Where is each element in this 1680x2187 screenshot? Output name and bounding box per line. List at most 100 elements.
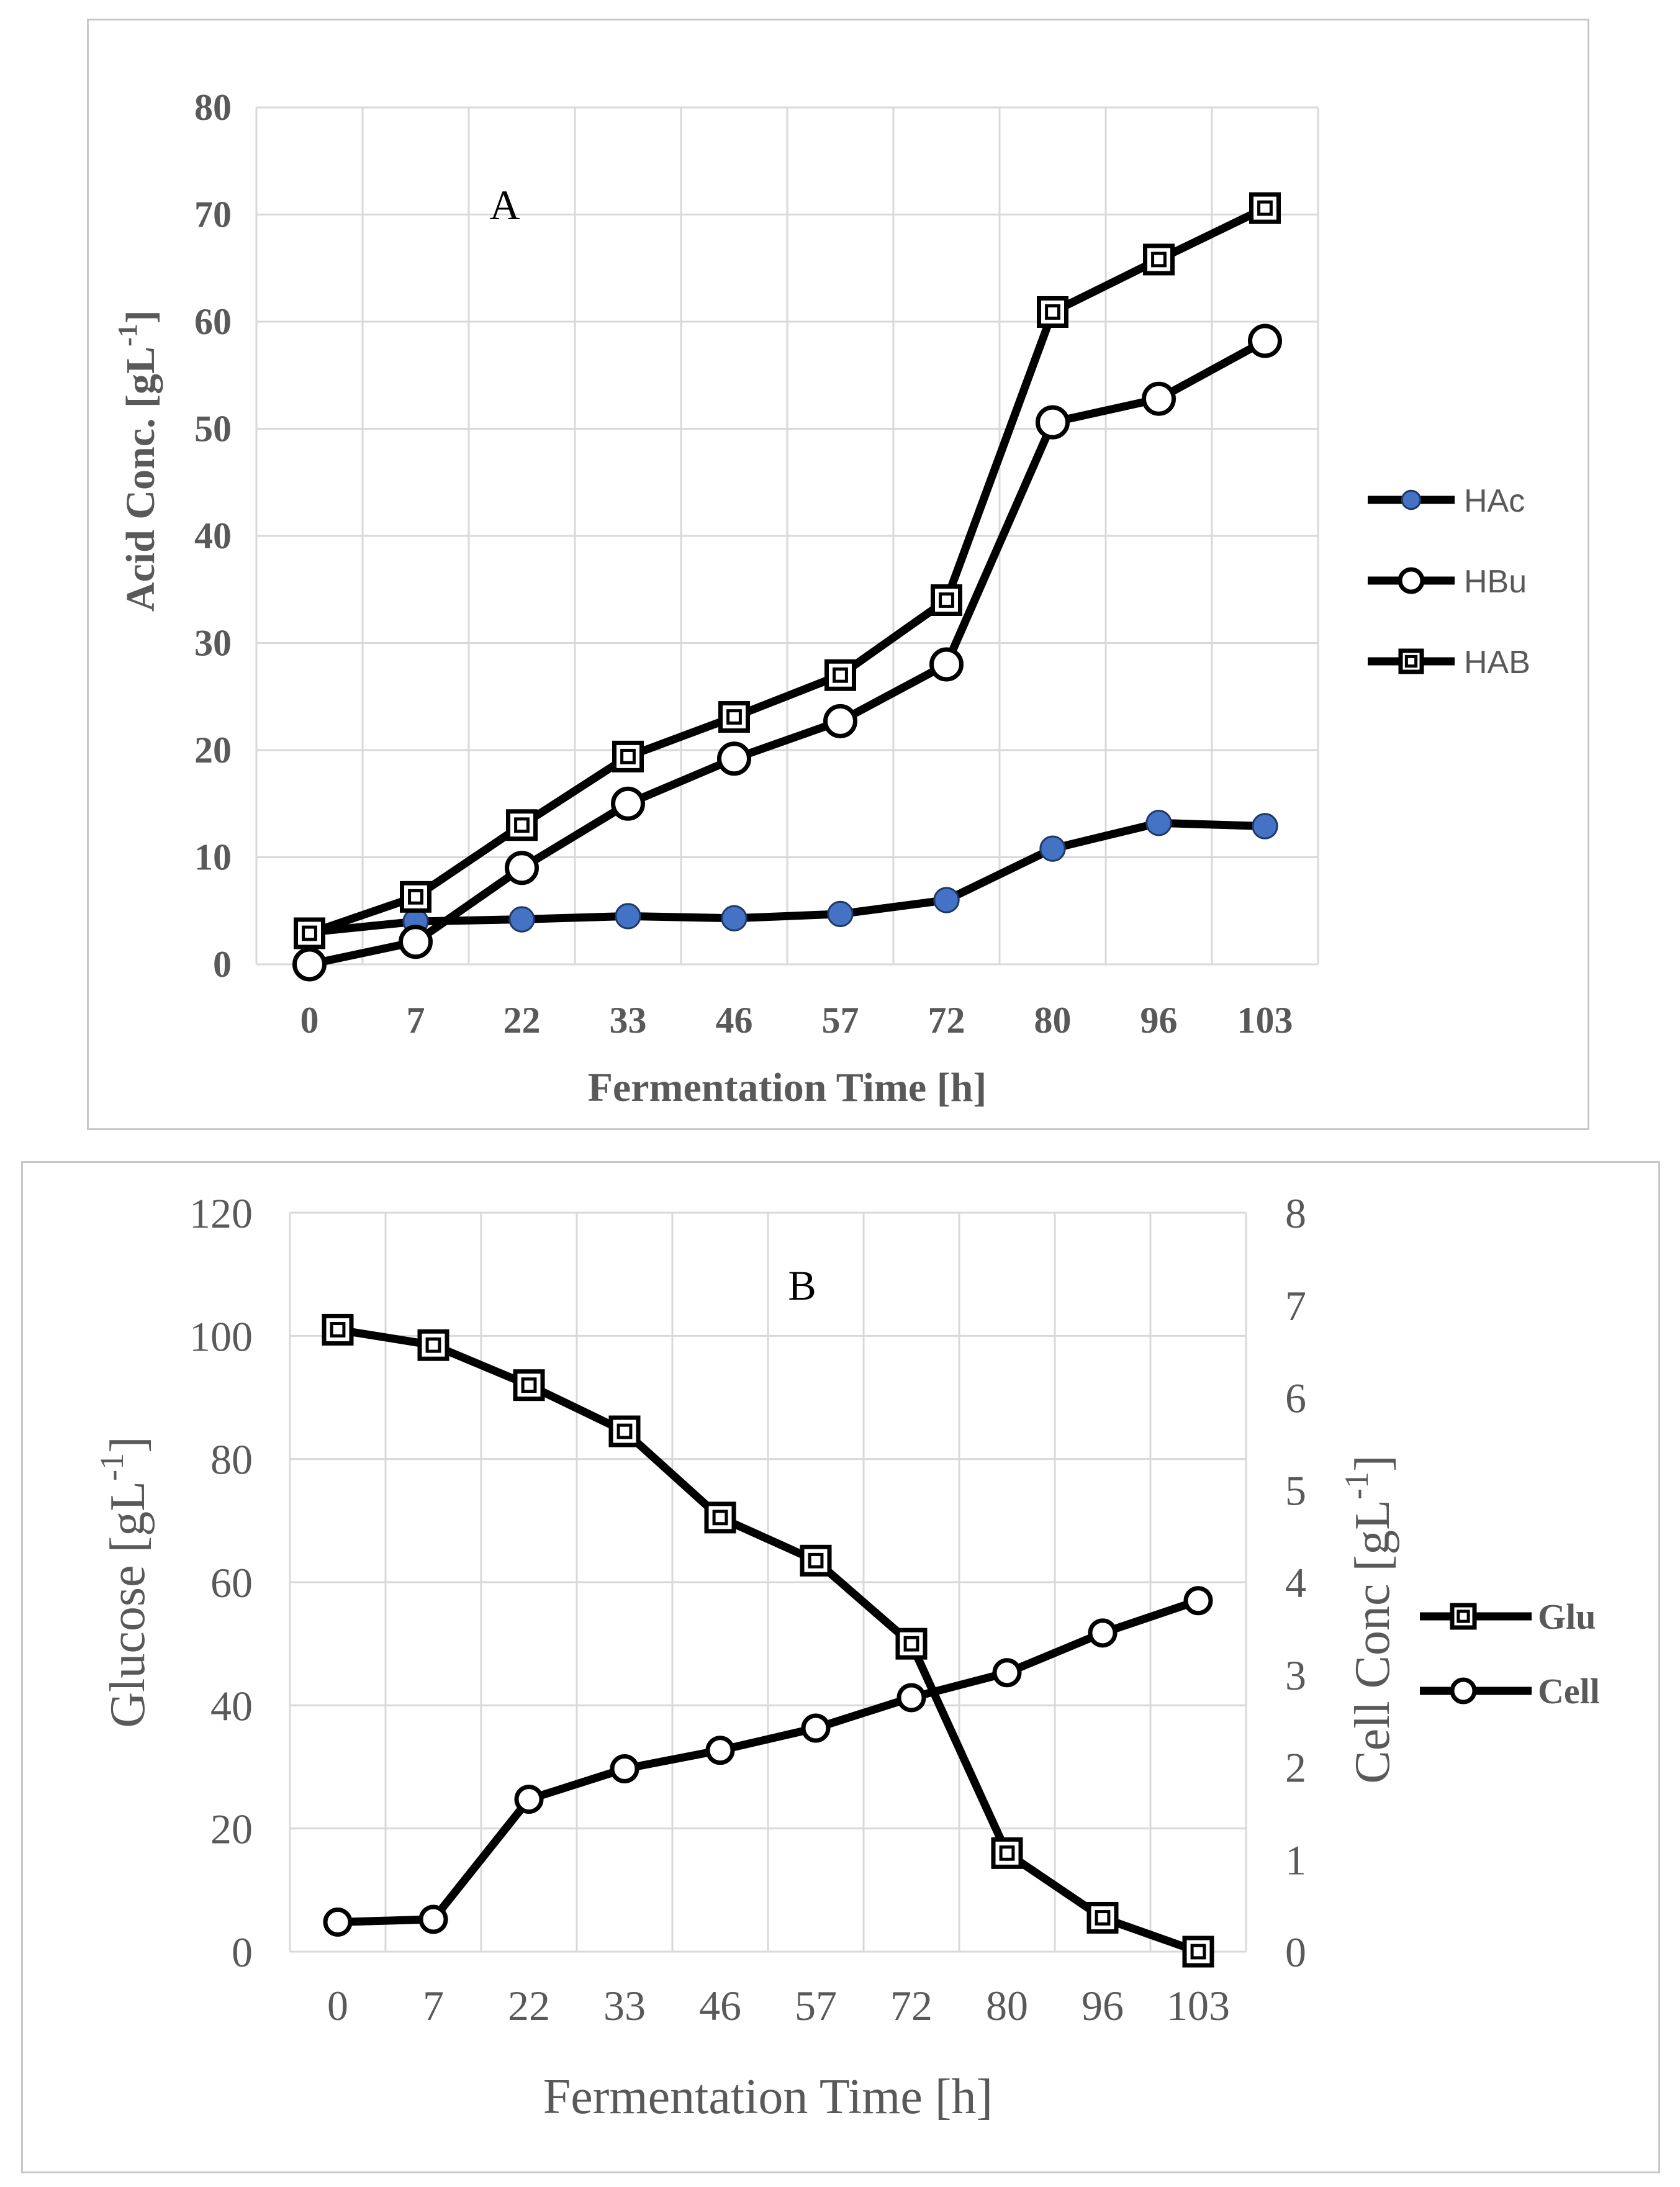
chart-a-xtick-label: 96 bbox=[1140, 1000, 1178, 1041]
chart-b-ytick-label: 60 bbox=[210, 1559, 253, 1606]
chart-a-point-HBu-96 bbox=[1142, 381, 1176, 416]
chart-b-legend-label-Cell: Cell bbox=[1538, 1671, 1600, 1711]
chart-a-series-HBu bbox=[292, 324, 1282, 982]
chart-a-point-HAB-33-inner bbox=[620, 748, 636, 764]
chart-a-point-HAc-72 bbox=[933, 887, 960, 913]
chart-b-y2-axis-title-close: ] bbox=[1345, 1455, 1400, 1472]
chart-b-series-Cell bbox=[323, 1586, 1213, 1937]
chart-a-point-HBu-33 bbox=[611, 786, 645, 821]
chart-a-point-HAB-33 bbox=[612, 740, 644, 772]
chart-b-point-Cell-103 bbox=[1183, 1586, 1213, 1616]
chart-a-point-HAB-0-inner bbox=[302, 925, 317, 941]
chart-b-point-Glu-0 bbox=[322, 1313, 354, 1346]
chart-a-xtick-label: 103 bbox=[1237, 1000, 1293, 1041]
chart-b-line-Cell bbox=[337, 1596, 1200, 1926]
chart-b-point-Glu-96-inner bbox=[1095, 1910, 1111, 1926]
chart-a-xtick-label: 57 bbox=[822, 1000, 859, 1041]
chart-b-point-Cell-46 bbox=[705, 1736, 735, 1765]
chart-a-ytick-label: 70 bbox=[194, 194, 232, 235]
chart-b-point-Glu-33-inner bbox=[616, 1423, 633, 1439]
chart-a-point-HAB-7-inner bbox=[408, 889, 423, 905]
chart-a-point-HBu-22 bbox=[505, 851, 539, 885]
chart-a-ytick-label: 80 bbox=[194, 87, 232, 128]
chart-a-point-HAc-33 bbox=[615, 903, 641, 930]
chart-a-point-HBu-72 bbox=[929, 647, 964, 682]
chart-b-y2tick-label: 3 bbox=[1285, 1652, 1306, 1699]
chart-a-series-HAB bbox=[294, 192, 1281, 949]
chart-b-point-Glu-103-inner bbox=[1190, 1944, 1206, 1960]
chart-b-point-Glu-72-inner bbox=[903, 1636, 919, 1652]
chart-a-xtick-label: 7 bbox=[407, 1000, 425, 1041]
chart-a-point-HAB-96-inner bbox=[1151, 251, 1167, 268]
chart-b-ytick-label: 120 bbox=[189, 1190, 253, 1237]
chart-a-ytick-label: 30 bbox=[194, 623, 232, 664]
chart-a-legend-marker-HAc bbox=[1401, 489, 1422, 510]
chart-b-point-Cell-57 bbox=[801, 1713, 831, 1743]
chart-b-ytick-label: 100 bbox=[189, 1313, 253, 1360]
chart-b-y2tick-label: 1 bbox=[1285, 1836, 1306, 1883]
chart-b-ytick-label: 40 bbox=[210, 1682, 253, 1729]
chart-a-xtick-label: 33 bbox=[610, 1000, 647, 1041]
chart-a-ytick-label: 0 bbox=[213, 944, 232, 985]
chart-b-point-Cell-96 bbox=[1088, 1618, 1118, 1648]
chart-b-point-Cell-72 bbox=[896, 1683, 926, 1713]
chart-a-y-axis-title-sup: -1 bbox=[112, 324, 143, 346]
chart-b-xtick-label: 33 bbox=[603, 1982, 646, 2029]
chart-b-point-Glu-72 bbox=[895, 1628, 928, 1660]
chart-a-legend-marker-HAB-inner bbox=[1404, 654, 1418, 668]
chart-b-y2tick-label: 6 bbox=[1285, 1375, 1306, 1422]
chart-b-y2-axis-title: Cell Conc [gL-1] bbox=[1338, 1455, 1400, 1783]
chart-b-xtick-label: 7 bbox=[423, 1982, 444, 2029]
chart-a-point-HAc-103 bbox=[1252, 813, 1278, 840]
chart-b-point-Glu-57-inner bbox=[808, 1552, 824, 1569]
chart-b-xtick-label: 57 bbox=[795, 1982, 837, 2029]
chart-a-ytick-label: 10 bbox=[194, 837, 232, 878]
chart-a-gridlines bbox=[255, 106, 1319, 966]
chart-b-point-Glu-46-inner bbox=[712, 1510, 728, 1526]
chart-b-point-Glu-22-inner bbox=[521, 1377, 537, 1393]
chart-a-xtick-label: 0 bbox=[300, 1000, 319, 1041]
chart-b-xtick-label: 103 bbox=[1167, 1982, 1230, 2029]
chart-b-xtick-label: 46 bbox=[699, 1982, 741, 2029]
chart-a-point-HAB-72 bbox=[931, 584, 962, 616]
chart-a-xtick-label: 80 bbox=[1034, 1000, 1072, 1041]
chart-b-point-Glu-33 bbox=[608, 1415, 641, 1447]
chart-a-legend-marker-HAB bbox=[1398, 648, 1424, 674]
chart-a-ytick-label: 20 bbox=[194, 730, 232, 771]
chart-b-point-Cell-80 bbox=[992, 1658, 1022, 1688]
chart-b-ytick-label: 80 bbox=[210, 1436, 253, 1483]
chart-b-point-Cell-7 bbox=[418, 1904, 448, 1934]
chart-a-point-HAc-57 bbox=[827, 900, 854, 928]
chart-b-y2tick-label: 4 bbox=[1285, 1559, 1306, 1606]
chart-b-legend: Glu Cell bbox=[1420, 1596, 1600, 1711]
chart-a-point-HAB-80 bbox=[1037, 296, 1068, 328]
chart-b-x-axis-title: Fermentation Time [h] bbox=[543, 2070, 993, 2124]
chart-a-point-HAB-57 bbox=[824, 659, 856, 691]
chart-a-line-HBu bbox=[309, 337, 1267, 969]
chart-b-xtick-label: 80 bbox=[986, 1982, 1028, 2029]
chart-b-legend-marker-Glu-inner bbox=[1456, 1610, 1470, 1623]
chart-a-ytick-label: 50 bbox=[194, 409, 232, 450]
chart-a-ytick-label: 60 bbox=[194, 301, 232, 342]
chart-b-y2-axis-title-sup: -1 bbox=[1338, 1472, 1375, 1500]
chart-a-point-HBu-46 bbox=[717, 741, 751, 776]
chart-a-xtick-label: 22 bbox=[504, 1000, 541, 1041]
chart-a-point-HBu-103 bbox=[1248, 324, 1282, 358]
chart-a-point-HBu-57 bbox=[823, 704, 857, 738]
chart-a-point-HBu-7 bbox=[399, 925, 433, 959]
chart-b-xtick-label: 72 bbox=[890, 1982, 933, 2029]
chart-a-point-HBu-80 bbox=[1036, 405, 1070, 440]
chart-b-xtick-label: 96 bbox=[1082, 1982, 1124, 2029]
chart-a-legend-marker-HBu bbox=[1398, 567, 1425, 594]
chart-a-xtick-label: 46 bbox=[716, 1000, 753, 1041]
chart-b-y-axis-title-sup: -1 bbox=[93, 1453, 130, 1481]
chart-b-ytick-label: 0 bbox=[232, 1929, 253, 1976]
chart-b-y-axis-title-close: ] bbox=[101, 1436, 155, 1453]
chart-a-point-HAB-7 bbox=[400, 881, 431, 913]
chart-b-point-Glu-22 bbox=[513, 1369, 545, 1401]
chart-a-ytick-label: 40 bbox=[194, 515, 232, 556]
chart-b-y2tick-label: 8 bbox=[1285, 1190, 1306, 1237]
chart-b-point-Glu-80 bbox=[991, 1837, 1023, 1869]
chart-a-point-HAB-22-inner bbox=[514, 817, 530, 833]
